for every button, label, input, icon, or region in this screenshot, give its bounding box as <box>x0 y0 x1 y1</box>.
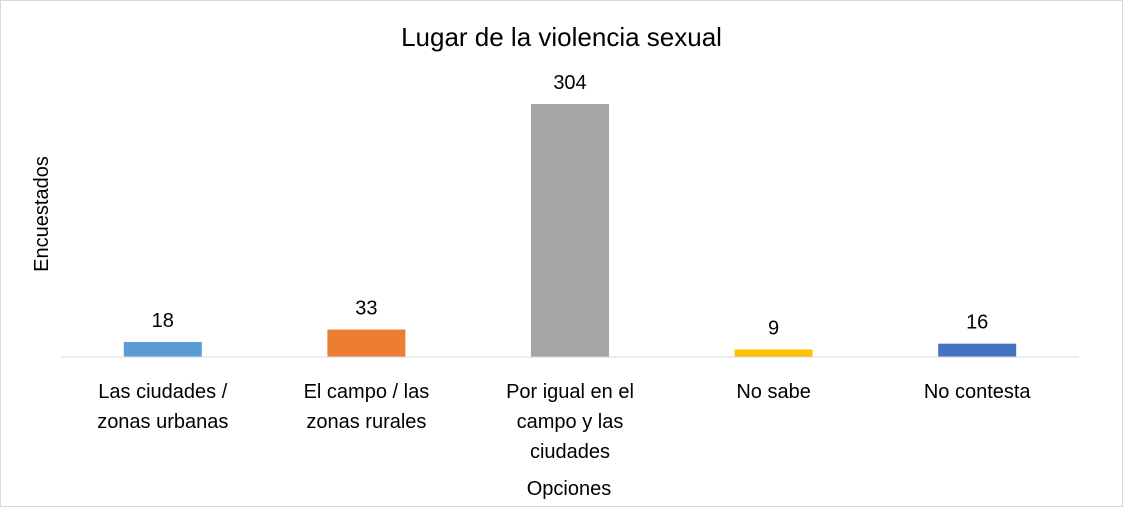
y-axis-title: Encuestados <box>31 156 53 272</box>
category-label-3-line-2: campo y las <box>517 411 624 433</box>
data-label-1: 18 <box>152 310 174 332</box>
bar-3 <box>531 104 609 357</box>
x-axis-title: Opciones <box>527 478 612 500</box>
category-label-2-line-1: El campo / las <box>304 381 430 403</box>
category-label-5: No contesta <box>924 381 1032 403</box>
category-label-5-line-1: No contesta <box>924 381 1032 403</box>
bars-group <box>123 104 1017 357</box>
data-label-5: 16 <box>966 312 988 334</box>
category-labels-group: Las ciudades / zonas urbanas El campo / la… <box>97 381 1031 463</box>
category-label-3-line-3: ciudades <box>530 441 610 463</box>
bar-5 <box>938 343 1017 357</box>
bar-4 <box>734 349 813 357</box>
category-label-2-line-2: zonas rurales <box>306 411 426 433</box>
data-label-2: 33 <box>355 298 377 320</box>
category-label-4-line-1: No sabe <box>736 381 811 403</box>
category-label-4: No sabe <box>736 381 811 403</box>
bar-2 <box>327 329 406 357</box>
data-label-3: 304 <box>553 72 586 94</box>
category-label-1-line-2: zonas urbanas <box>97 411 228 433</box>
category-label-1-line-1: Las ciudades / <box>98 381 227 403</box>
data-label-4: 9 <box>768 318 779 340</box>
category-label-3: Por igual en el campo y las ciudades <box>506 381 634 463</box>
chart-title: Lugar de la violencia sexual <box>401 22 722 52</box>
data-labels-group: 18 33 304 9 16 <box>152 72 989 340</box>
category-label-1: Las ciudades / zonas urbanas <box>97 381 228 433</box>
category-label-3-line-1: Por igual en el <box>506 381 634 403</box>
category-label-2: El campo / las zonas rurales <box>304 381 430 433</box>
bar-1 <box>123 342 202 357</box>
